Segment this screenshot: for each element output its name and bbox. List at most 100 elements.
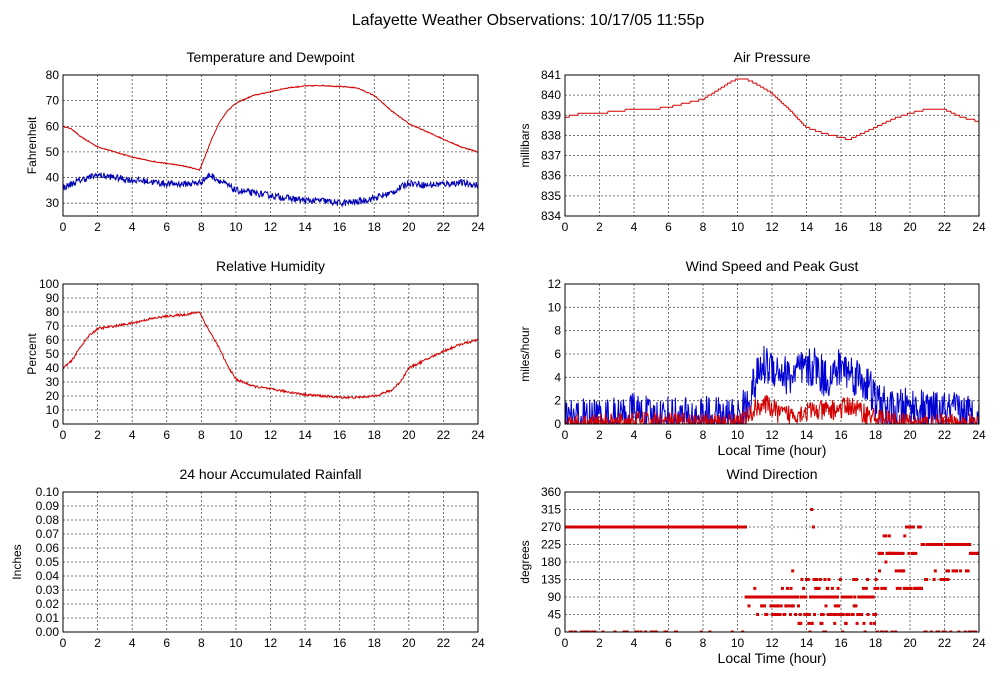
direction-point (580, 630, 584, 632)
direction-point (950, 543, 954, 546)
direction-point (863, 630, 867, 632)
humidity-xtick-label: 6 (163, 428, 170, 442)
direction-point (945, 543, 949, 546)
direction-point (699, 630, 703, 632)
direction-point (947, 569, 950, 573)
direction-point (965, 543, 969, 546)
direction-point (872, 613, 876, 616)
direction-point (878, 569, 881, 573)
humidity-title: Relative Humidity (216, 258, 325, 274)
direction-xtick-label: 10 (731, 636, 745, 650)
pressure-ytick-label: 839 (541, 108, 561, 122)
rain-xtick-label: 22 (437, 636, 451, 650)
humidity-ytick-label: 100 (39, 277, 59, 291)
rain-title: 24 hour Accumulated Rainfall (179, 466, 361, 482)
humidity-ytick-label: 80 (46, 305, 60, 319)
wind-xtick-label: 20 (903, 428, 917, 442)
direction-point (933, 569, 937, 573)
humidity-ytick-label: 10 (46, 403, 60, 417)
direction-point (787, 595, 791, 599)
direction-point (797, 604, 800, 608)
direction-point (832, 595, 835, 599)
direction-point (613, 630, 617, 632)
pressure-xtick-label: 4 (631, 220, 638, 234)
direction-point (593, 630, 597, 632)
direction-ytick-label: 360 (541, 485, 561, 499)
direction-point (808, 630, 812, 632)
direction-point (969, 630, 973, 632)
direction-point (876, 586, 880, 590)
direction-point (855, 621, 859, 625)
direction-point (922, 543, 926, 546)
rain-xtick-label: 14 (298, 636, 312, 650)
direction-point (849, 595, 853, 599)
direction-xtick-label: 18 (869, 636, 883, 650)
direction-point (901, 551, 905, 555)
direction-point (784, 604, 788, 608)
rain-grid (63, 492, 478, 632)
wind-title: Wind Speed and Peak Gust (686, 258, 859, 274)
direction-point (890, 630, 894, 632)
direction-point (937, 630, 941, 632)
wind-xtick-label: 24 (972, 428, 986, 442)
direction-point (899, 551, 903, 555)
direction-point (591, 630, 595, 632)
direction-point (790, 595, 793, 599)
wind-xtick-label: 0 (562, 428, 569, 442)
direction-point (636, 630, 639, 632)
direction-point (759, 595, 763, 599)
pressure-plot-frame (564, 74, 980, 217)
direction-point (581, 525, 585, 529)
pressure-grid (565, 75, 979, 216)
direction-point (573, 630, 577, 632)
direction-point (811, 595, 815, 599)
temp-xtick-label: 12 (264, 220, 278, 234)
wind-ylabel: miles/hour (518, 326, 532, 381)
direction-point (835, 604, 839, 608)
direction-point (810, 508, 814, 511)
temp-plot-frame (62, 74, 479, 217)
direction-point (874, 578, 878, 581)
direction-ytick-label: 315 (541, 503, 561, 517)
wind-ytick-label: 4 (554, 370, 561, 384)
direction-point (826, 586, 830, 590)
direction-point (924, 630, 928, 632)
wind-xtick-label: 16 (834, 428, 848, 442)
wind-ytick-label: 0 (554, 417, 561, 431)
direction-point (806, 578, 810, 581)
direction-point (943, 578, 946, 581)
direction-point (812, 578, 816, 581)
direction-point (834, 613, 838, 616)
direction-point (844, 621, 848, 625)
direction-point (653, 630, 657, 632)
humidity-ytick-label: 20 (46, 389, 60, 403)
pressure-xtick-label: 12 (765, 220, 779, 234)
direction-point (957, 630, 961, 632)
direction-point (589, 525, 593, 529)
direction-point (881, 630, 885, 632)
humidity-ytick-label: 30 (46, 375, 60, 389)
direction-point (811, 525, 815, 529)
direction-point (862, 621, 866, 625)
direction-point (791, 604, 795, 608)
direction-point (841, 630, 845, 632)
pressure-xtick-label: 10 (731, 220, 745, 234)
direction-point (622, 630, 626, 632)
direction-point (771, 613, 775, 616)
direction-point (880, 551, 884, 555)
rain-ytick-label: 0.09 (36, 499, 60, 513)
direction-ytick-label: 135 (541, 573, 561, 587)
rain-xtick-label: 10 (229, 636, 243, 650)
direction-point (788, 613, 792, 616)
wind-ytick-label: 6 (554, 347, 561, 361)
direction-point (843, 595, 846, 599)
direction-point (822, 630, 826, 632)
direction-point (798, 613, 802, 616)
direction-ytick-label: 0 (554, 625, 561, 639)
direction-point (832, 613, 836, 616)
direction-point (625, 630, 629, 632)
direction-point (787, 604, 791, 608)
direction-point (884, 630, 888, 632)
